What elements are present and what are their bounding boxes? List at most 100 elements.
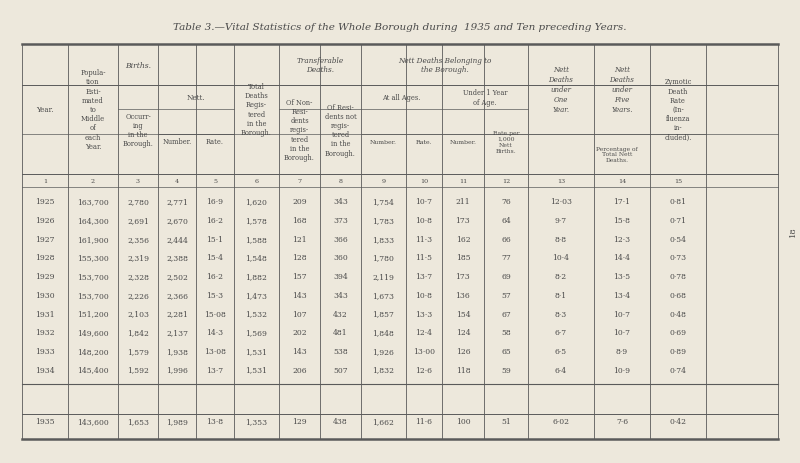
Text: 438: 438 — [333, 418, 348, 425]
Text: Number.: Number. — [370, 140, 397, 144]
Text: 151,200: 151,200 — [77, 310, 109, 318]
Text: 2,137: 2,137 — [166, 329, 188, 337]
Text: 10·9: 10·9 — [614, 366, 630, 374]
Text: 173: 173 — [456, 273, 470, 281]
Text: 124: 124 — [456, 329, 470, 337]
Text: 366: 366 — [333, 235, 348, 243]
Text: 143: 143 — [292, 347, 307, 355]
Text: Of Non-
Resi-
dents
regis-
tered
in the
Borough.: Of Non- Resi- dents regis- tered in the … — [284, 99, 315, 162]
Text: Table 3.—Vital Statistics of the Whole Borough during  1935 and Ten preceding Ye: Table 3.—Vital Statistics of the Whole B… — [174, 24, 626, 32]
Text: 10·4: 10·4 — [553, 254, 570, 262]
Text: 164,300: 164,300 — [77, 217, 109, 225]
Text: 77: 77 — [501, 254, 511, 262]
Text: 202: 202 — [292, 329, 307, 337]
Text: 1,832: 1,832 — [373, 366, 394, 374]
Text: 12·03: 12·03 — [550, 198, 572, 206]
Text: 0·48: 0·48 — [670, 310, 686, 318]
Text: 1,662: 1,662 — [373, 418, 394, 425]
Text: 538: 538 — [333, 347, 348, 355]
Text: 9: 9 — [382, 179, 386, 184]
Text: 2,691: 2,691 — [127, 217, 149, 225]
Text: 2,281: 2,281 — [166, 310, 188, 318]
Text: 7: 7 — [298, 179, 302, 184]
Text: 129: 129 — [292, 418, 307, 425]
Text: 206: 206 — [292, 366, 307, 374]
Text: 1: 1 — [43, 179, 47, 184]
Text: 143,600: 143,600 — [77, 418, 109, 425]
Text: 8·9: 8·9 — [616, 347, 628, 355]
Text: 12·4: 12·4 — [415, 329, 433, 337]
Text: Occurr-
ing
in the
Borough.: Occurr- ing in the Borough. — [122, 113, 154, 148]
Text: 12: 12 — [502, 179, 510, 184]
Text: 1,842: 1,842 — [127, 329, 149, 337]
Text: 9·7: 9·7 — [555, 217, 567, 225]
Text: 2,103: 2,103 — [127, 310, 149, 318]
Text: 12·3: 12·3 — [614, 235, 630, 243]
Text: 1,673: 1,673 — [373, 291, 394, 299]
Text: 1,473: 1,473 — [246, 291, 267, 299]
Text: 51: 51 — [501, 418, 511, 425]
Text: 1925: 1925 — [35, 198, 54, 206]
Text: 76: 76 — [501, 198, 511, 206]
Text: 8·1: 8·1 — [555, 291, 567, 299]
Text: 2,366: 2,366 — [166, 291, 188, 299]
Text: 1932: 1932 — [35, 329, 55, 337]
Text: 1927: 1927 — [35, 235, 54, 243]
Text: 0·68: 0·68 — [670, 291, 686, 299]
Text: 65: 65 — [501, 347, 511, 355]
Text: 1,780: 1,780 — [373, 254, 394, 262]
Text: 17·1: 17·1 — [614, 198, 630, 206]
Text: 1,996: 1,996 — [166, 366, 188, 374]
Text: 13·7: 13·7 — [206, 366, 223, 374]
Text: 2,771: 2,771 — [166, 198, 188, 206]
Text: 161,900: 161,900 — [77, 235, 109, 243]
Text: 10·7: 10·7 — [415, 198, 433, 206]
Text: 136: 136 — [456, 291, 470, 299]
Text: Transferable
Deaths.: Transferable Deaths. — [297, 56, 343, 74]
Text: 154: 154 — [456, 310, 470, 318]
Text: 14·3: 14·3 — [206, 329, 223, 337]
Text: 16·9: 16·9 — [206, 198, 223, 206]
Text: 1,532: 1,532 — [246, 310, 267, 318]
Text: Year.: Year. — [36, 106, 54, 114]
Text: Zymotic
Death
Rate
(In-
fluenza
in-
cluded).: Zymotic Death Rate (In- fluenza in- clud… — [664, 78, 692, 141]
Text: 1,754: 1,754 — [373, 198, 394, 206]
Text: Nett
Deaths
under
One
Year.: Nett Deaths under One Year. — [549, 66, 574, 113]
Text: 5: 5 — [213, 179, 217, 184]
Text: 15·08: 15·08 — [204, 310, 226, 318]
Text: 153,700: 153,700 — [77, 291, 109, 299]
Text: 1,353: 1,353 — [246, 418, 267, 425]
Text: Percentage of
Total Nett
Deaths.: Percentage of Total Nett Deaths. — [596, 146, 638, 163]
Text: 11·6: 11·6 — [415, 418, 433, 425]
Text: 2,328: 2,328 — [127, 273, 149, 281]
Text: Number.: Number. — [450, 140, 477, 144]
Text: 1,592: 1,592 — [127, 366, 149, 374]
Text: 1931: 1931 — [35, 310, 55, 318]
Text: 1,926: 1,926 — [373, 347, 394, 355]
Text: Popula-
tion
Esti-
mated
to
Middle
of
each
Year.: Popula- tion Esti- mated to Middle of ea… — [80, 69, 106, 150]
Text: 1,531: 1,531 — [246, 347, 267, 355]
Text: 0·74: 0·74 — [670, 366, 686, 374]
Text: 481: 481 — [333, 329, 348, 337]
Text: Under 1 Year
of Age.: Under 1 Year of Age. — [462, 89, 507, 106]
Text: 10: 10 — [420, 179, 428, 184]
Text: 1,588: 1,588 — [246, 235, 267, 243]
Text: 2: 2 — [91, 179, 95, 184]
Text: 16·2: 16·2 — [206, 217, 223, 225]
Text: 128: 128 — [292, 254, 307, 262]
Text: 69: 69 — [501, 273, 511, 281]
Text: 145,400: 145,400 — [77, 366, 109, 374]
Text: 6: 6 — [254, 179, 258, 184]
Text: 1,783: 1,783 — [373, 217, 394, 225]
Text: 64: 64 — [501, 217, 511, 225]
Text: 15·1: 15·1 — [206, 235, 223, 243]
Text: Rate.: Rate. — [416, 140, 432, 144]
Text: 67: 67 — [501, 310, 511, 318]
Text: 59: 59 — [501, 366, 511, 374]
Text: 360: 360 — [333, 254, 348, 262]
Text: 8: 8 — [338, 179, 342, 184]
Text: 0·42: 0·42 — [670, 418, 686, 425]
Text: 58: 58 — [501, 329, 511, 337]
Text: 14·4: 14·4 — [614, 254, 630, 262]
Text: 1,857: 1,857 — [373, 310, 394, 318]
